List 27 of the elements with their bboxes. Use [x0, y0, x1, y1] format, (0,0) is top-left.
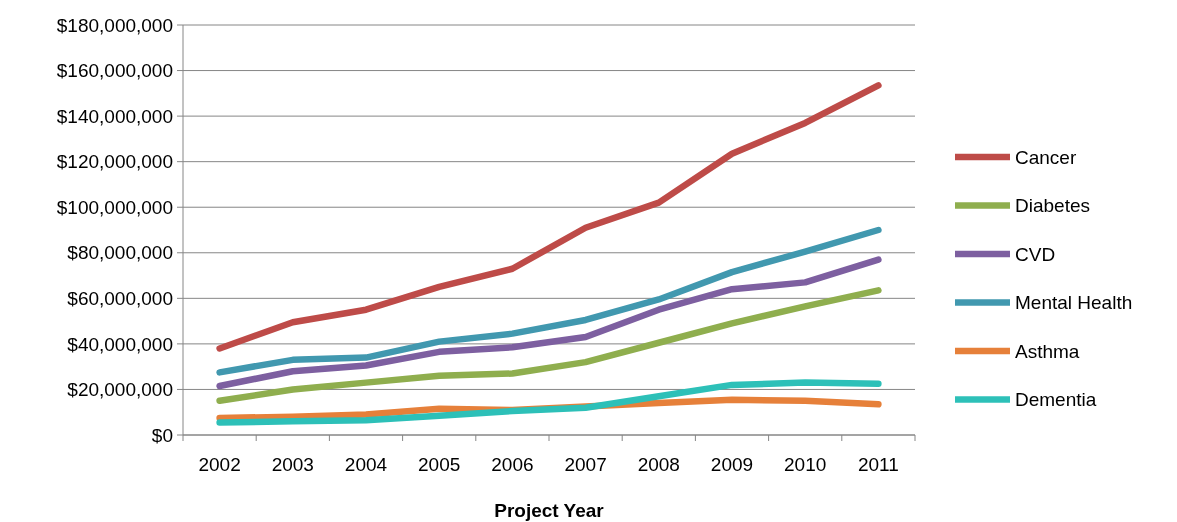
legend-label: Mental Health	[1015, 292, 1133, 314]
y-tick-label: $60,000,000	[67, 287, 173, 309]
x-tick-label: 2007	[564, 454, 607, 475]
y-tick-label: $100,000,000	[56, 196, 173, 218]
y-tick-label: $40,000,000	[67, 333, 173, 355]
legend-label: Cancer	[1015, 146, 1077, 168]
x-tick-label: 2004	[344, 454, 388, 475]
y-tick-label: $80,000,000	[67, 242, 173, 264]
y-tick-label: $0	[151, 424, 173, 446]
x-tick-label: 2003	[271, 454, 314, 475]
x-tick-label: 2011	[857, 454, 899, 475]
y-tick-label: $180,000,000	[56, 14, 173, 36]
y-tick-label: $140,000,000	[56, 105, 173, 127]
legend-label: Diabetes	[1015, 195, 1090, 217]
legend-label: Asthma	[1015, 340, 1080, 362]
legend-label: Dementia	[1015, 389, 1097, 411]
x-tick-label: 2008	[637, 454, 680, 475]
y-tick-label: $160,000,000	[56, 60, 173, 82]
y-tick-label: $20,000,000	[67, 379, 173, 401]
x-tick-label: 2006	[491, 454, 534, 475]
legend-label: CVD	[1015, 243, 1056, 265]
y-tick-label: $120,000,000	[56, 151, 173, 173]
x-tick-label: 2005	[418, 454, 461, 475]
x-tick-label: 2009	[710, 454, 754, 475]
x-axis-title: Project Year	[494, 500, 605, 521]
x-tick-label: 2010	[784, 454, 827, 475]
x-tick-label: 2002	[198, 454, 241, 475]
